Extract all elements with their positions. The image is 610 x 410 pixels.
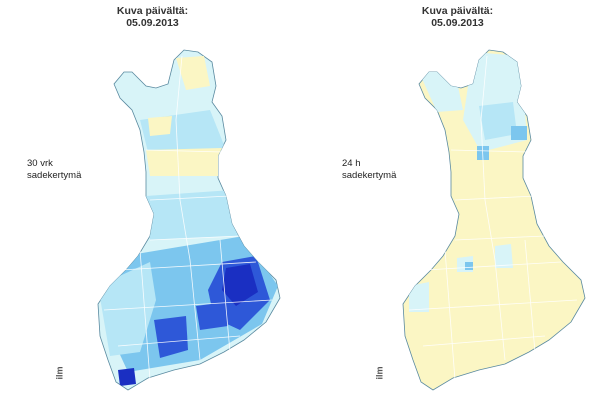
map-caption: 24 h sadekertymä: [342, 158, 396, 182]
precip-zone-dark-southeast: [196, 302, 228, 330]
precip-zone-light-southwest: [409, 282, 429, 312]
caption-label: sadekertymä: [27, 170, 82, 181]
map-caption: 30 vrk sadekertymä: [27, 158, 81, 182]
finland-map-24-hour: [402, 49, 586, 391]
title-date: 05.09.2013: [126, 17, 179, 29]
title-label: Kuva päivältä:: [116, 5, 189, 17]
precip-zone-dry-northwest: [148, 116, 172, 136]
precip-zone-deep-east: [222, 264, 258, 306]
caption-period: 24 h: [342, 158, 361, 169]
caption-period: 30 vrk: [27, 158, 53, 169]
title-date: 05.09.2013: [431, 17, 484, 29]
precip-zone-light-central: [495, 244, 513, 268]
precip-zone-dark-south: [154, 316, 188, 358]
precip-zone-blue-spot: [465, 262, 473, 270]
precip-zone-dark-southwest: [118, 368, 136, 386]
map-panel-30-day: Kuva päivältä: 05.09.2013 30 vrk sadeker…: [0, 5, 305, 391]
precip-zone-dry-central: [146, 148, 226, 176]
region-borders: [408, 55, 578, 381]
precip-zone-medium-central: [146, 190, 238, 240]
precip-zone-dry-north: [176, 56, 210, 90]
finland-map-30-day: [97, 49, 281, 391]
map-title: Kuva päivältä: 05.09.2013: [305, 5, 610, 29]
precip-zone-medium-north: [479, 102, 517, 140]
region-borders: [103, 55, 273, 381]
precip-zone-blue-northeast: [511, 126, 527, 140]
caption-label: sadekertymä: [342, 170, 397, 181]
map-panel-24-hour: Kuva päivältä: 05.09.2013 24 h sadekerty…: [305, 0, 610, 410]
fmi-logo: ilm: [374, 366, 385, 380]
title-label: Kuva päivältä:: [421, 5, 494, 17]
map-title: Kuva päivältä: 05.09.2013: [0, 5, 305, 29]
fmi-logo: ilm: [54, 366, 65, 380]
